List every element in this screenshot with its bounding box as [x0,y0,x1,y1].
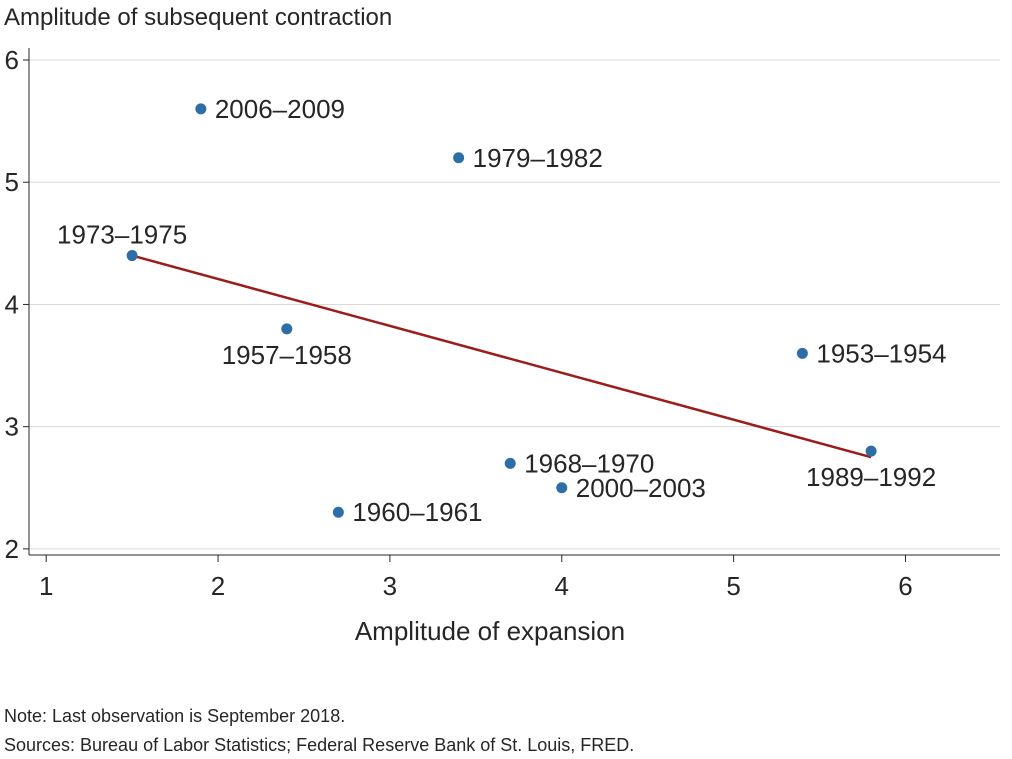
point-label: 1973–1975 [57,220,187,250]
x-axis-title: Amplitude of expansion [355,616,625,646]
point-labels: 2006–2009 1979–1982 1973–1975 1957–1958 1953… [57,94,946,527]
x-tick-label: 5 [726,571,740,601]
y-tick-label: 2 [5,534,19,564]
note-text: Note: Last observation is September 2018… [4,706,346,726]
data-point [504,457,516,469]
data-point [281,323,293,335]
trend-line-group [131,254,872,459]
y-tick-label: 5 [5,167,19,197]
data-point [453,152,465,164]
trend-line [131,254,872,459]
y-tick-label: 3 [5,412,19,442]
y-tick-label: 6 [5,45,19,75]
data-point [796,347,808,359]
y-tick-label: 4 [5,289,19,319]
x-tick-label: 6 [898,571,912,601]
y-axis-title: Amplitude of subsequent contraction [4,4,393,31]
point-label: 1960–1961 [352,497,482,527]
data-point [195,103,207,115]
x-tick-label: 4 [555,571,569,601]
point-label: 2006–2009 [215,94,345,124]
x-tick-label: 1 [39,571,53,601]
x-tick-label: 3 [383,571,397,601]
data-point [556,482,568,494]
axes [23,48,1000,562]
point-label: 2000–2003 [576,473,706,503]
data-point [865,445,877,457]
data-points [126,103,877,518]
point-label: 1989–1992 [806,462,936,492]
sources-text: Sources: Bureau of Labor Statistics; Fed… [4,735,635,755]
x-tick-label: 2 [211,571,225,601]
point-label: 1968–1970 [524,448,654,478]
gridlines [29,59,1000,550]
point-label: 1979–1982 [473,143,603,173]
point-label: 1953–1954 [816,338,946,368]
data-point [332,506,344,518]
data-point [126,250,138,262]
point-label: 1957–1958 [222,340,352,370]
